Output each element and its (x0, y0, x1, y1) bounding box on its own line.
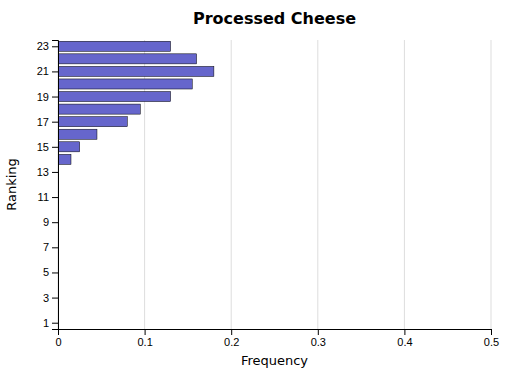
x-tick: 0.2 (224, 329, 239, 348)
y-tick-mark (52, 122, 58, 123)
y-tick-label: 1 (43, 317, 49, 329)
bar (58, 66, 214, 76)
y-tick-mark (52, 147, 58, 148)
y-tick-mark (52, 71, 58, 72)
y-axis-title: Ranking (4, 158, 19, 211)
y-tick: 13 (37, 166, 58, 178)
x-tick-label: 0 (55, 336, 61, 348)
x-axis-line (59, 330, 492, 336)
y-tick-mark (52, 323, 58, 324)
x-tick-mark (318, 329, 319, 335)
chart: 00.10.20.30.40.51357911131517192123Proce… (0, 0, 513, 375)
y-tick: 1 (43, 317, 58, 329)
x-tick-mark (231, 329, 232, 335)
bar (58, 129, 97, 139)
bar (58, 104, 140, 114)
grid (58, 40, 491, 329)
title: Processed Cheese (193, 9, 356, 28)
y-tick-label: 15 (37, 141, 49, 153)
y-tick-label: 13 (37, 166, 49, 178)
plot: 00.10.20.30.40.51357911131517192123 (37, 40, 499, 348)
bar (58, 92, 171, 102)
y-tick-mark (52, 97, 58, 98)
y-tick-label: 21 (37, 65, 49, 77)
x-tick-label: 0.5 (484, 336, 499, 348)
y-tick-mark (52, 172, 58, 173)
bar (58, 154, 71, 164)
grid-line (404, 40, 405, 329)
y-tick-label: 11 (38, 191, 49, 203)
bar (58, 41, 171, 51)
y-tick-label: 23 (37, 40, 49, 52)
x-tick: 0.3 (311, 329, 326, 348)
y-tick: 7 (43, 241, 58, 253)
y-tick: 15 (37, 141, 58, 153)
y-tick: 21 (37, 65, 58, 77)
x-axis-title: Frequency (241, 353, 308, 368)
x-tick-label: 0.1 (137, 336, 152, 348)
y-tick-mark (52, 197, 58, 198)
x-tick-label: 0.3 (311, 336, 326, 348)
x-tick-label: 0.2 (224, 336, 239, 348)
y-tick-label: 7 (43, 241, 49, 253)
bar (58, 54, 197, 64)
y-tick: 5 (43, 266, 58, 278)
grid-line (317, 40, 318, 329)
y-tick-label: 3 (43, 292, 49, 304)
bars (58, 41, 214, 164)
y-tick: 19 (37, 91, 58, 103)
y-axis: 1357911131517192123 (37, 40, 59, 329)
y-tick-label: 9 (43, 216, 49, 228)
y-tick-label: 5 (43, 266, 49, 278)
y-tick-mark (52, 222, 58, 223)
y-tick-label: 17 (37, 116, 49, 128)
x-tick: 0.1 (137, 329, 152, 348)
y-tick: 9 (43, 216, 58, 228)
y-tick: 3 (43, 292, 58, 304)
y-tick-mark (52, 298, 58, 299)
y-tick-label: 19 (37, 91, 49, 103)
bar (58, 142, 80, 152)
x-tick: 0 (55, 329, 61, 348)
y-tick-mark (52, 272, 58, 273)
x-tick-mark (404, 329, 405, 335)
bar (58, 79, 192, 89)
x-tick-label: 0.4 (397, 336, 412, 348)
y-tick: 23 (37, 40, 58, 52)
y-tick-mark (52, 247, 58, 248)
y-tick: 17 (37, 116, 58, 128)
y-tick: 11 (38, 191, 58, 203)
x-tick: 0.4 (397, 329, 412, 348)
x-tick: 0.5 (484, 329, 499, 348)
y-axis-line (52, 41, 59, 330)
x-axis: 0 0.1 0.2 0.3 0.4 0.5 (55, 329, 499, 348)
bar (58, 117, 127, 127)
grid-line (491, 40, 492, 329)
y-tick-mark (52, 46, 58, 47)
x-tick-mark (491, 329, 492, 335)
grid-line (231, 40, 232, 329)
x-tick-mark (145, 329, 146, 335)
